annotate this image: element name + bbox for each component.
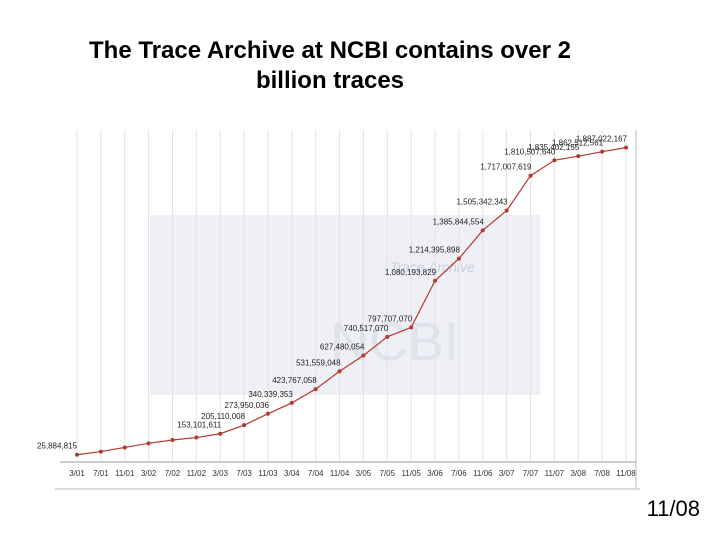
point — [385, 334, 390, 339]
x-tick-label: 11/07 — [545, 469, 565, 478]
x-tick-label: 3/08 — [570, 469, 586, 478]
point — [456, 256, 461, 261]
x-tick-label: 3/05 — [356, 469, 372, 478]
data-label: 423,767,058 — [272, 376, 317, 385]
data-label: 797,707,070 — [368, 314, 413, 323]
x-tick-label: 7/01 — [93, 469, 109, 478]
x-tick-label: 11/08 — [616, 469, 636, 478]
point — [265, 411, 270, 416]
data-label: 153,101,611 — [177, 421, 221, 430]
point — [480, 228, 485, 233]
x-tick-label: 3/02 — [141, 469, 157, 478]
point — [433, 278, 438, 283]
x-tick-label: 7/05 — [380, 469, 396, 478]
x-tick-label: 3/07 — [499, 469, 515, 478]
data-label: 1,214,395,898 — [409, 246, 461, 255]
data-label: 1,080,193,829 — [385, 268, 437, 277]
point — [242, 423, 247, 428]
watermark-logo: NCBI — [330, 312, 459, 372]
slide-footer: 11/08 — [646, 496, 700, 521]
x-tick-label: 7/03 — [236, 469, 252, 478]
point — [194, 435, 199, 440]
data-label: 531,559,048 — [296, 358, 341, 367]
data-label: 205,110,008 — [201, 412, 245, 421]
data-label: 1,717,007,619 — [480, 163, 532, 172]
data-label: 1,835,402,155 — [528, 143, 580, 152]
line — [76, 147, 627, 456]
data-label: 627,480,054 — [320, 342, 365, 351]
point — [504, 208, 509, 213]
point — [313, 387, 318, 392]
x-tick-label: 7/04 — [308, 469, 324, 478]
data-label: 1,862,512,561 — [552, 139, 604, 148]
point — [337, 369, 342, 374]
point — [289, 400, 294, 405]
point — [552, 158, 557, 163]
x-tick-label: 11/02 — [187, 469, 207, 478]
point — [146, 441, 151, 446]
data-label: 1,887,022,167 — [576, 135, 628, 144]
x-tick-label: 7/07 — [523, 469, 539, 478]
x-tick-label: 3/06 — [427, 469, 443, 478]
point — [409, 325, 414, 330]
data-label: 340,339,353 — [248, 390, 293, 399]
data-label: 1,505,342,343 — [456, 198, 508, 207]
point — [218, 431, 223, 436]
x-tick-label: 7/08 — [594, 469, 610, 478]
point — [170, 438, 175, 443]
point — [98, 449, 103, 454]
data-label: 1,810,507,640 — [504, 147, 556, 156]
x-tick-label: 11/05 — [401, 469, 421, 478]
x-tick-label: 3/01 — [69, 469, 85, 478]
x-tick-label: 11/06 — [473, 469, 493, 478]
watermark-panel — [150, 215, 540, 395]
point — [122, 445, 127, 450]
point — [576, 154, 581, 159]
x-tick-label: 7/06 — [451, 469, 467, 478]
data-label: 1,385,844,554 — [433, 217, 485, 226]
data-label: 25,884,815 — [37, 442, 78, 451]
point — [361, 353, 366, 358]
slide-title: The Trace Archive at NCBI contains over … — [89, 37, 571, 94]
x-tick-label: 11/04 — [330, 469, 350, 478]
x-tick-label: 11/03 — [258, 469, 278, 478]
x-tick-label: 3/03 — [212, 469, 228, 478]
x-tick-label: 11/01 — [115, 469, 135, 478]
x-tick-label: 7/02 — [165, 469, 181, 478]
point — [528, 173, 533, 178]
data-label: 273,950,036 — [224, 401, 269, 410]
point — [75, 452, 79, 457]
x-tick-label: 3/04 — [284, 469, 300, 478]
point — [600, 149, 605, 154]
point — [624, 145, 628, 150]
data-label: 740,517,070 — [344, 324, 389, 333]
